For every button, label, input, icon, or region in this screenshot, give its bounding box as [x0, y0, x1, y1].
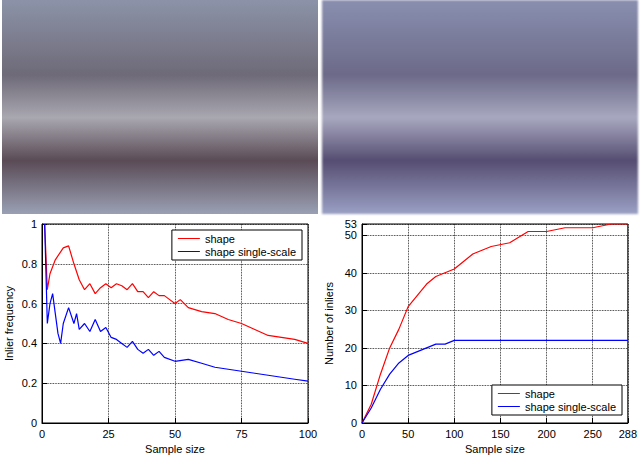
svg-text:25: 25: [102, 428, 114, 440]
svg-text:50: 50: [169, 428, 181, 440]
svg-text:shape single-scale: shape single-scale: [525, 401, 616, 413]
svg-text:50: 50: [402, 428, 414, 440]
svg-text:1: 1: [31, 218, 37, 230]
svg-text:0.4: 0.4: [22, 337, 37, 349]
svg-text:shape: shape: [525, 388, 555, 400]
svg-text:150: 150: [491, 428, 509, 440]
svg-text:0.6: 0.6: [22, 298, 37, 310]
svg-text:40: 40: [345, 267, 357, 279]
svg-text:shape single-scale: shape single-scale: [205, 246, 296, 258]
svg-text:0: 0: [31, 417, 37, 429]
svg-text:0.2: 0.2: [22, 377, 37, 389]
svg-text:0.8: 0.8: [22, 258, 37, 270]
svg-text:10: 10: [345, 379, 357, 391]
svg-text:Inlier frequency: Inlier frequency: [3, 285, 15, 361]
svg-text:100: 100: [299, 428, 317, 440]
svg-text:200: 200: [537, 428, 555, 440]
svg-text:shape: shape: [205, 233, 235, 245]
svg-text:75: 75: [235, 428, 247, 440]
svg-text:20: 20: [345, 342, 357, 354]
svg-text:30: 30: [345, 304, 357, 316]
svg-text:53: 53: [345, 218, 357, 230]
svg-text:100: 100: [445, 428, 463, 440]
svg-text:Sample size: Sample size: [465, 443, 525, 455]
svg-text:Sample size: Sample size: [145, 443, 205, 455]
svg-text:0: 0: [359, 428, 365, 440]
svg-text:250: 250: [584, 428, 602, 440]
svg-text:Number of inliers: Number of inliers: [323, 281, 335, 365]
svg-text:0: 0: [39, 428, 45, 440]
svg-text:288: 288: [619, 428, 637, 440]
svg-text:50: 50: [345, 229, 357, 241]
svg-text:0: 0: [351, 417, 357, 429]
